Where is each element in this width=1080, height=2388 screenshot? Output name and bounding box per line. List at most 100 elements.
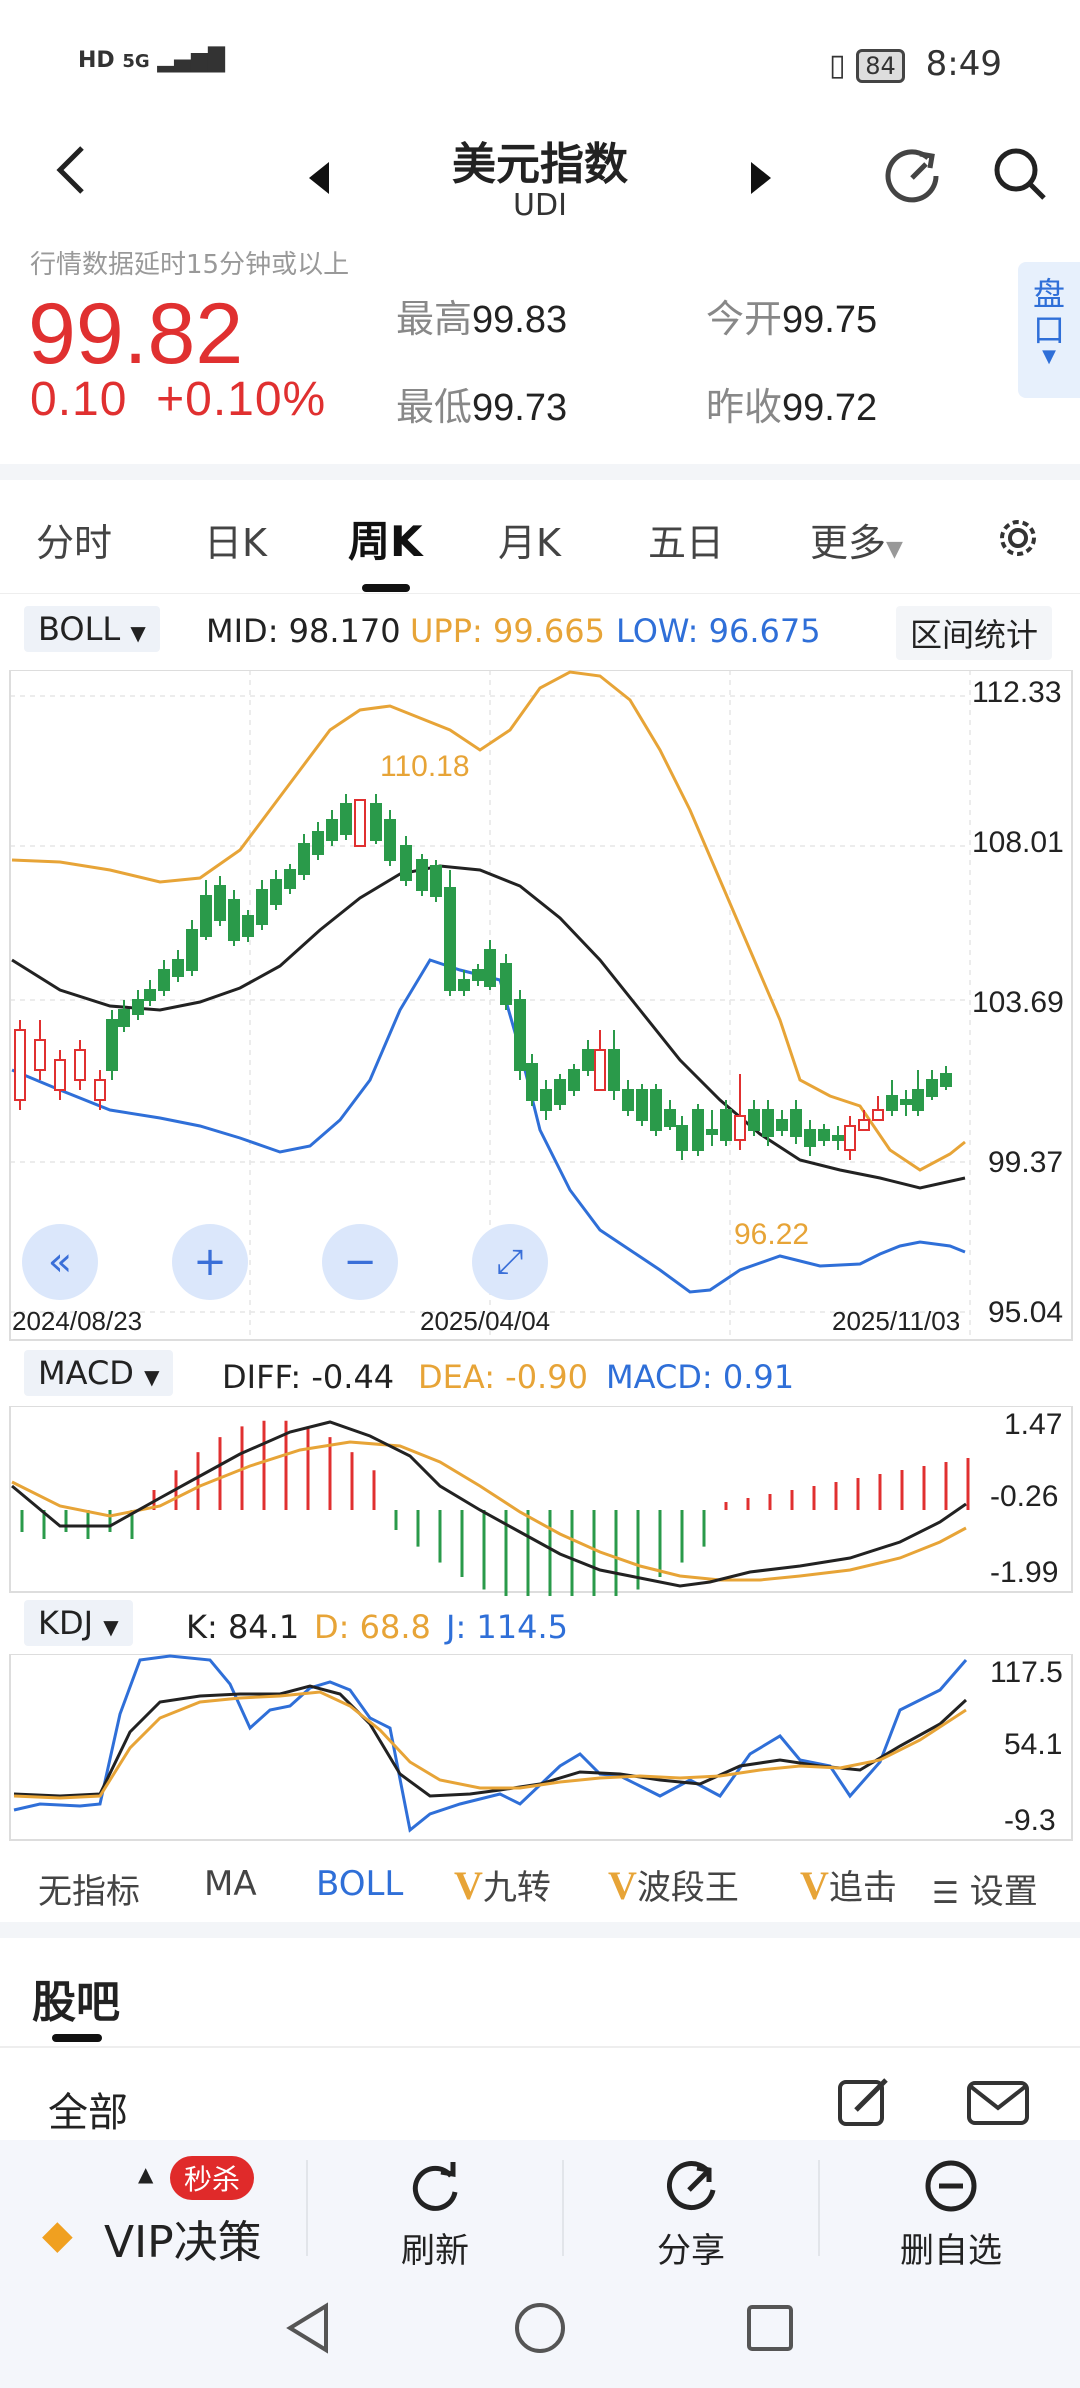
zoom-out-button[interactable]: −: [322, 1224, 398, 1300]
page-subtitle: UDI: [513, 188, 567, 223]
order-book-button[interactable]: 盘口 ▼: [1018, 262, 1080, 398]
vip-v-icon: V: [608, 1863, 637, 1908]
candle-body: [940, 1073, 952, 1087]
compose-post-button[interactable]: [836, 2074, 892, 2134]
diamond-icon: ◆: [42, 2212, 73, 2258]
candle-body: [912, 1089, 924, 1111]
y-tick-1: 112.33: [972, 676, 1062, 709]
caret-down-icon: ▼: [103, 1615, 119, 1639]
candle-body: [186, 929, 198, 971]
indicator-tab-zhuiji[interactable]: V追击: [800, 1863, 897, 1908]
vip-v-icon: V: [454, 1863, 483, 1908]
messages-button[interactable]: [966, 2080, 1030, 2130]
back-button[interactable]: [52, 140, 92, 212]
y-tick-5: 95.04: [988, 1296, 1064, 1329]
share-button[interactable]: 分享: [636, 2158, 746, 2272]
nav-bar: [0, 120, 1080, 240]
boll-selector[interactable]: BOLL ▼: [24, 606, 160, 652]
kdj-k-line: [13, 1684, 968, 1798]
indicator-tab-boduanwang[interactable]: V波段王: [608, 1863, 739, 1908]
vip-decision-button[interactable]: ▲ 秒杀 ◆ VIP决策: [36, 2156, 306, 2268]
candle-body: [692, 1109, 704, 1151]
low-stat: 最低99.73: [396, 385, 568, 429]
kdj-selector[interactable]: KDJ ▼: [24, 1600, 133, 1646]
indicator-tab-boll[interactable]: BOLL: [316, 1864, 404, 1904]
candle-body: [676, 1125, 688, 1151]
search-icon: [994, 148, 1046, 200]
tab-intraday[interactable]: 分时: [36, 521, 113, 565]
candle-body: [132, 999, 144, 1015]
back-triangle-icon[interactable]: [282, 2300, 334, 2356]
kline-chart[interactable]: 110.18 96.22 2024/08/23 2025/04/04 2025/…: [0, 670, 1080, 1350]
list-settings-icon: ☰: [932, 1876, 959, 1911]
indicator-tab-none[interactable]: 无指标: [38, 1872, 140, 1912]
tab-five-day[interactable]: 五日: [648, 521, 725, 565]
divider: [0, 1922, 1080, 1938]
candle-body: [706, 1129, 718, 1135]
candle-body: [858, 1119, 870, 1131]
search-button[interactable]: [990, 144, 1050, 216]
candle-body: [214, 885, 226, 921]
edit-icon: [838, 2078, 888, 2126]
candle-body: [430, 865, 442, 897]
refresh-button[interactable]: 刷新: [380, 2158, 490, 2272]
triangle-right-icon: [751, 162, 771, 194]
prev-stock-button[interactable]: [305, 154, 335, 210]
caret-up-icon: ▲: [138, 2162, 154, 2186]
indicator-tab-jiuzhuan[interactable]: V九转: [454, 1863, 551, 1908]
kdj-y-tick-1: 117.5: [990, 1656, 1063, 1689]
candle-body: [172, 959, 184, 977]
share-icon: [666, 2161, 716, 2211]
network-indicator: HD 5G ▂▄▆█: [78, 48, 225, 73]
boll-mid-line: [11, 864, 966, 1190]
caret-down-icon: ▼: [144, 1365, 160, 1389]
range-stats-button[interactable]: 区间统计: [896, 606, 1053, 660]
tab-weekly-k[interactable]: 周K: [348, 517, 423, 566]
remove-watchlist-button[interactable]: 删自选: [886, 2158, 1016, 2272]
zoom-in-button[interactable]: +: [172, 1224, 248, 1300]
kdj-y-tick-2: 54.1: [1004, 1728, 1063, 1761]
macd-diff: DIFF: -0.44: [222, 1358, 395, 1396]
candle-body: [400, 845, 412, 881]
forum-filter-all[interactable]: 全部: [48, 2090, 128, 2136]
candle-body: [484, 949, 496, 987]
tab-more[interactable]: 更多▼: [810, 521, 903, 565]
candle-body: [384, 819, 396, 861]
candle-body: [776, 1119, 788, 1131]
indicator-settings-button[interactable]: ☰ 设置: [926, 1864, 1038, 1913]
x-date-mid: 2025/04/04: [420, 1306, 550, 1336]
refresh-label: 刷新: [401, 2231, 469, 2271]
candle-body: [568, 1069, 580, 1091]
indicator-tab-ma[interactable]: MA: [204, 1864, 257, 1904]
kdj-j: J: 114.5: [446, 1608, 568, 1646]
clock: 8:49: [925, 44, 1002, 84]
bottom-action-bar: ▲ 秒杀 ◆ VIP决策 刷新 分享 删自选: [0, 2140, 1080, 2272]
home-circle-icon[interactable]: [512, 2300, 568, 2356]
tab-daily-k[interactable]: 日K: [204, 521, 267, 565]
scroll-left-button[interactable]: «: [22, 1224, 98, 1300]
candle-body: [526, 1063, 538, 1101]
candle-body: [416, 859, 428, 891]
tab-monthly-k[interactable]: 月K: [498, 521, 561, 565]
x-date-end: 2025/11/03: [832, 1306, 960, 1336]
candle-body: [748, 1109, 760, 1131]
fullscreen-button[interactable]: ⤢: [472, 1224, 548, 1300]
y-tick-2: 108.01: [972, 826, 1064, 859]
macd-selector[interactable]: MACD ▼: [24, 1350, 174, 1396]
candle-body: [844, 1125, 856, 1151]
boll-upp: UPP: 99.665: [410, 612, 605, 650]
share-refresh-button[interactable]: [880, 142, 944, 218]
kdj-k: K: 84.1: [186, 1608, 300, 1646]
vip-label: VIP决策: [104, 2217, 262, 2268]
next-stock-button[interactable]: [745, 154, 775, 210]
recents-square-icon[interactable]: [744, 2302, 796, 2354]
period-tabs: 分时 日K 周K 月K 五日 更多▼: [0, 480, 1080, 594]
candle-body: [582, 1049, 594, 1071]
candle-body: [200, 895, 212, 937]
candle-body: [144, 989, 156, 1001]
chart-settings-button[interactable]: [996, 516, 1040, 569]
divider: [562, 2160, 564, 2256]
candle-body: [118, 1009, 130, 1027]
candle-body: [540, 1089, 552, 1111]
macd-value: MACD: 0.91: [606, 1358, 795, 1396]
